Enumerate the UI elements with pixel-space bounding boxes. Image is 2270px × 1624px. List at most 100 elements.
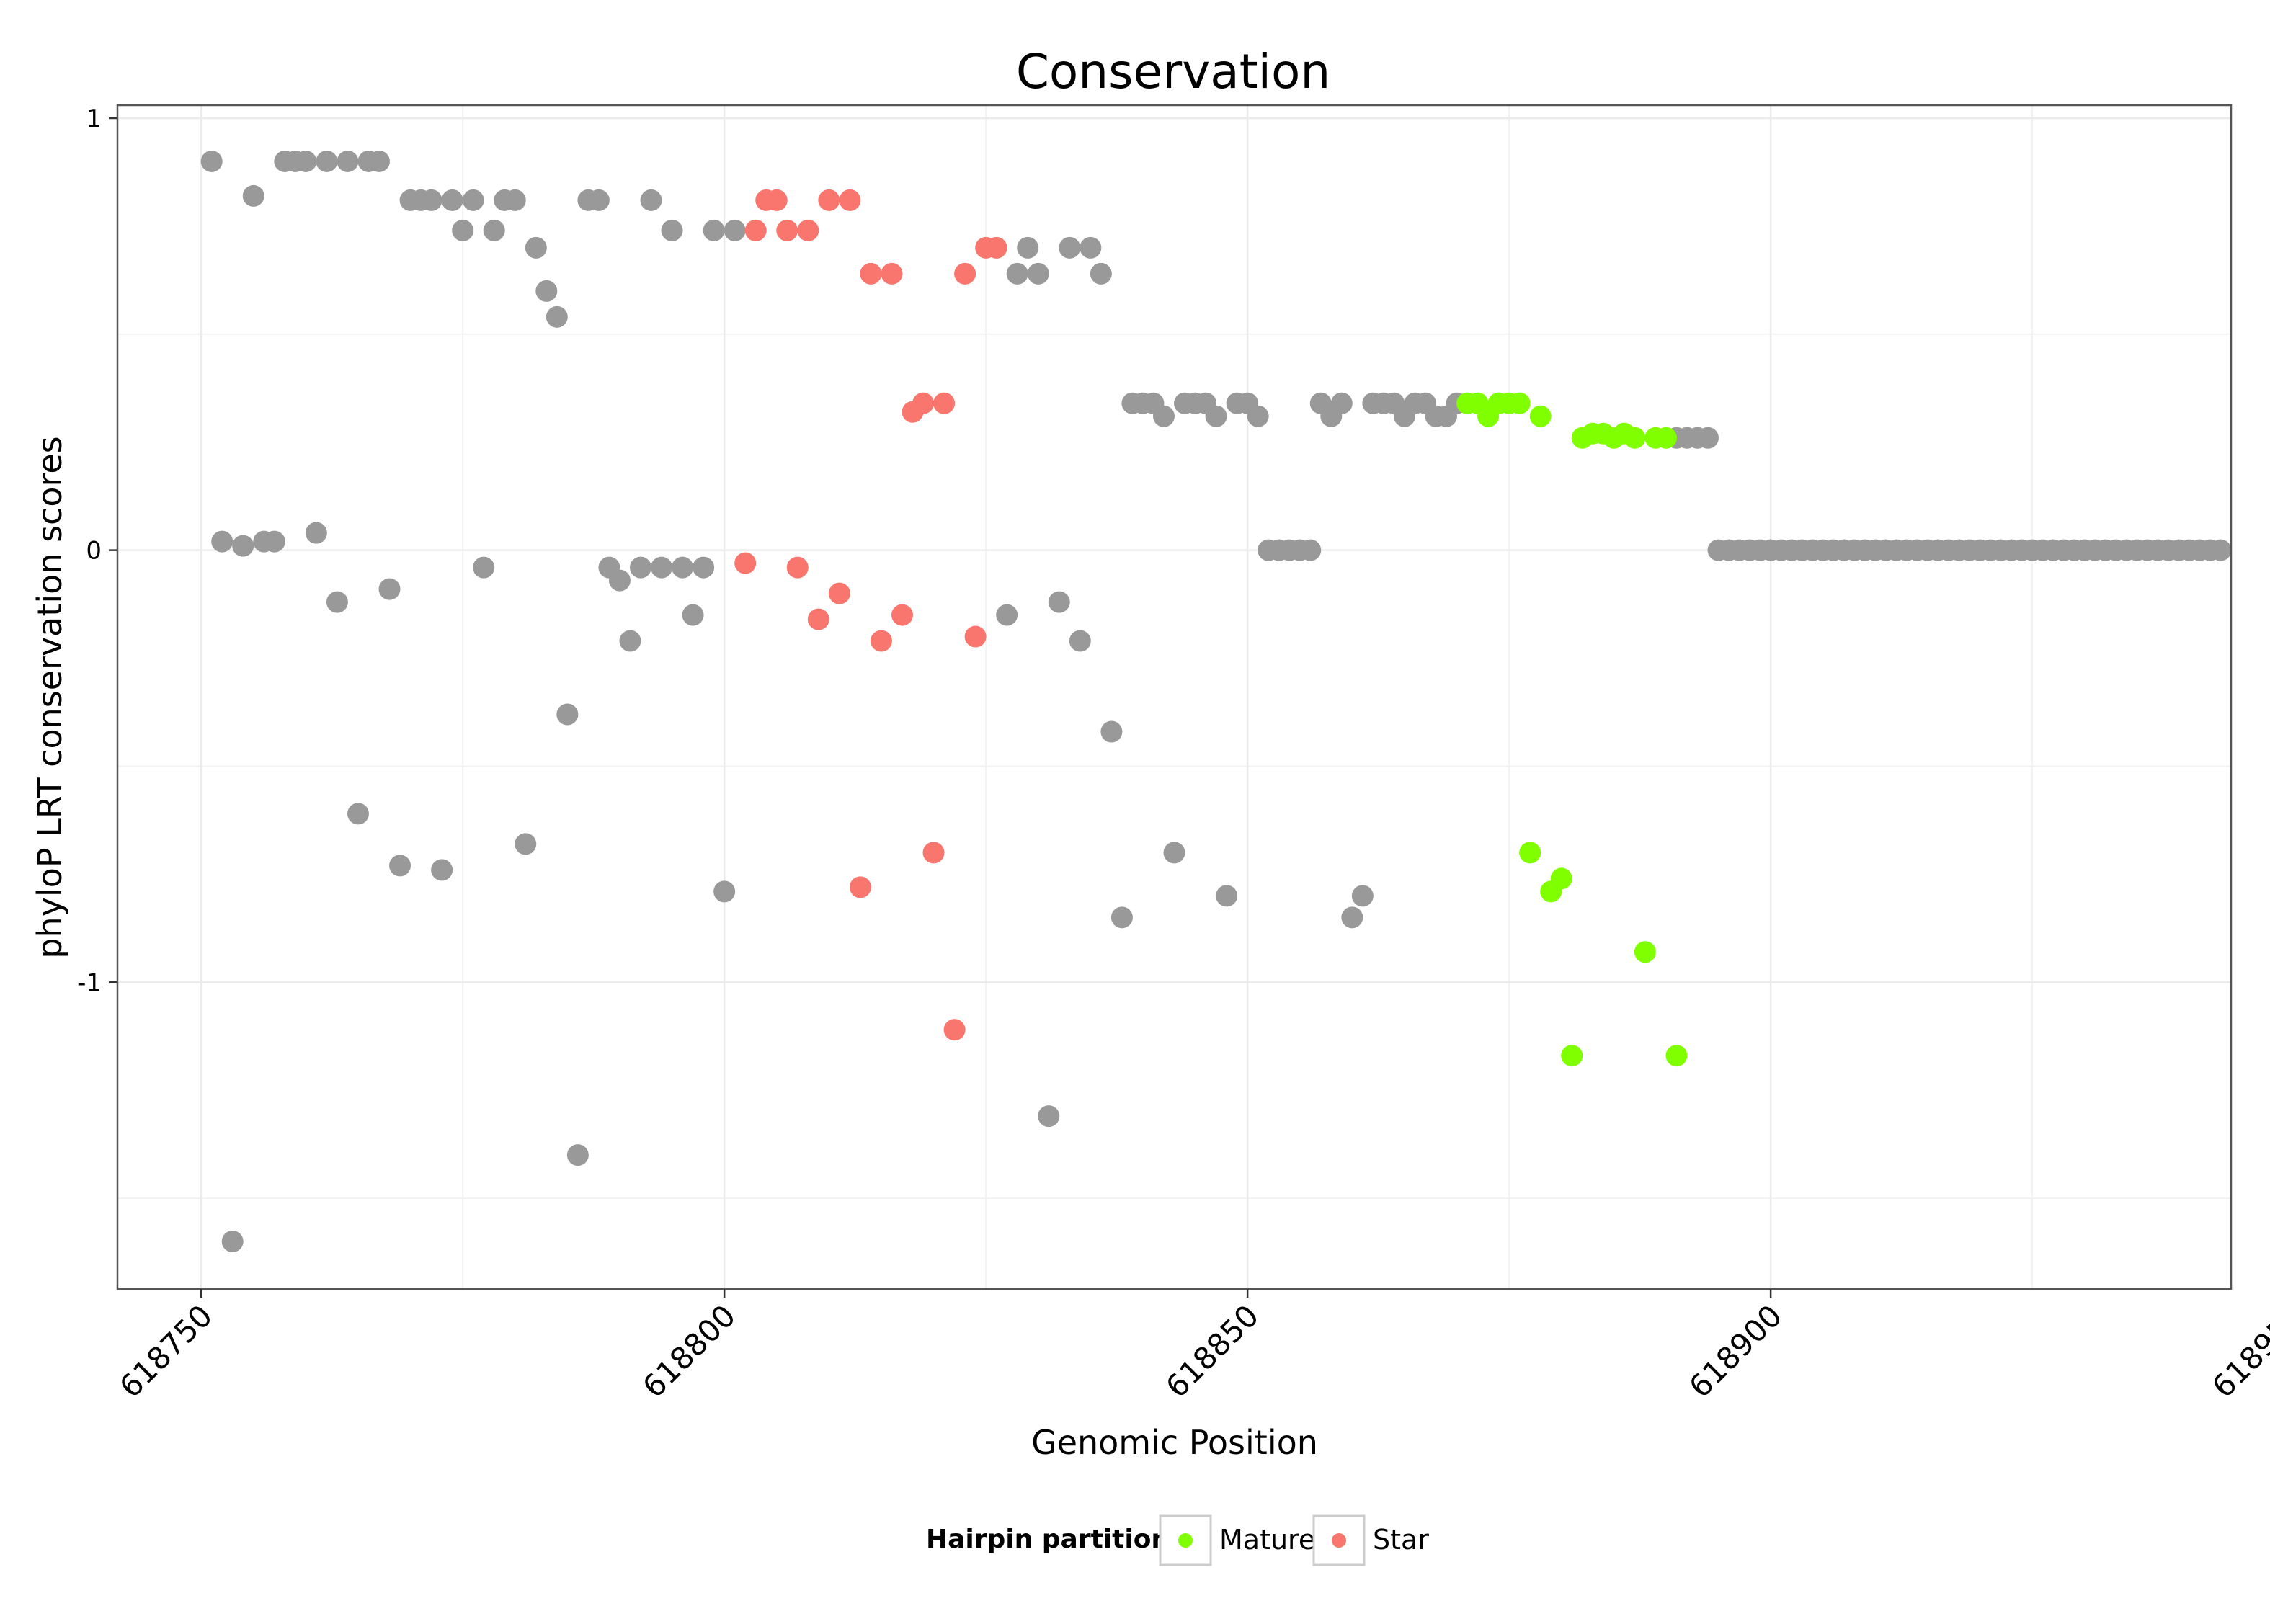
data-point-star [943,1019,966,1041]
data-point-star [881,262,903,285]
data-point-other [1017,236,1039,259]
data-point-other [535,280,558,302]
data-point-other [1697,427,1719,449]
data-point-other [1216,885,1238,907]
x-tick-label: 618750 [112,1298,219,1404]
data-point-other [724,219,746,241]
x-tick-label: 618850 [1159,1298,1265,1404]
data-point-star [828,582,850,604]
data-point-other [1341,906,1363,929]
data-point-mature [1508,392,1531,414]
data-point-star [870,630,892,652]
data-point-star [849,876,871,898]
data-point-star [922,842,945,864]
data-point-other [263,530,285,553]
data-point-other [316,150,338,172]
data-point-other [1152,405,1175,427]
data-point-other [441,189,463,211]
data-point-mature [1550,867,1572,890]
data-point-mature [1561,1045,1583,1067]
data-point-star [744,219,767,241]
data-point-other [420,189,442,211]
data-point-other [703,219,725,241]
data-point-other [378,578,401,600]
data-point-other [221,1231,244,1253]
data-point-other [389,855,411,877]
data-point-other [619,630,641,652]
data-point-other [200,150,223,172]
data-point-other [693,556,715,579]
data-point-star [912,392,935,414]
data-point-other [452,219,474,241]
data-point-other [1080,236,1102,259]
data-point-other [473,556,495,579]
data-point-other [504,189,526,211]
y-tick-label: 1 [86,104,102,133]
data-point-star [860,262,882,285]
data-point-other [305,522,327,544]
data-point-star [964,625,987,648]
data-point-other [1100,720,1123,743]
data-point-other [1351,885,1374,907]
legend-title: Hairpin partition [926,1525,1170,1554]
data-point-star [797,219,819,241]
data-point-star [765,189,788,211]
plot-panel-border [116,104,2233,1290]
chart-title: Conservation [1016,44,1330,99]
data-point-other [546,305,568,328]
data-point-mature [1519,842,1541,864]
data-point-star [807,608,829,630]
data-point-other [337,150,359,172]
data-point-star [933,392,956,414]
data-point-star [818,189,840,211]
data-point-other [2209,539,2232,561]
y-axis-label: phyloP LRT conservation scores [30,436,69,958]
data-point-mature [1655,427,1677,449]
data-point-star [954,262,976,285]
plot-panel-background [117,105,2231,1289]
data-point-other [1247,405,1269,427]
legend-label-star: Star [1373,1524,1429,1556]
data-point-star [839,189,861,211]
x-tick-label: 618900 [1682,1298,1789,1404]
data-point-other [556,703,579,726]
data-point-other [1069,630,1091,652]
data-point-mature [1634,941,1656,963]
y-tick-label: 0 [86,537,102,566]
data-point-mature [1624,427,1646,449]
data-point-other [1110,906,1133,929]
data-point-other [368,150,390,172]
legend-label-mature: Mature [1219,1524,1315,1556]
data-point-other [525,236,547,259]
data-point-other [232,535,254,557]
data-point-other [1205,405,1227,427]
data-point-other [640,189,662,211]
data-point-other [347,803,369,825]
data-point-other [608,569,631,592]
x-tick-label: 618800 [636,1298,742,1404]
data-point-other [483,219,505,241]
data-point-star [734,552,757,574]
data-point-star [786,556,809,579]
data-point-other [1059,236,1081,259]
data-point-star [776,219,798,241]
data-point-other [1038,1105,1060,1128]
legend-swatch-mature [1178,1533,1193,1548]
data-point-other [1090,262,1112,285]
data-point-other [1027,262,1049,285]
x-tick-label: 618950 [2205,1298,2270,1404]
data-point-other [326,591,348,613]
y-tick-label: -1 [77,968,102,997]
data-point-other [587,189,610,211]
data-point-other [682,604,704,626]
x-axis-label: Genomic Position [1031,1423,1318,1462]
data-point-other [566,1144,589,1166]
data-point-other [629,556,651,579]
data-point-other [996,604,1018,626]
legend-swatch-star [1332,1533,1346,1548]
data-point-other [1299,539,1322,561]
data-point-other [713,880,736,903]
data-point-other [431,859,453,881]
